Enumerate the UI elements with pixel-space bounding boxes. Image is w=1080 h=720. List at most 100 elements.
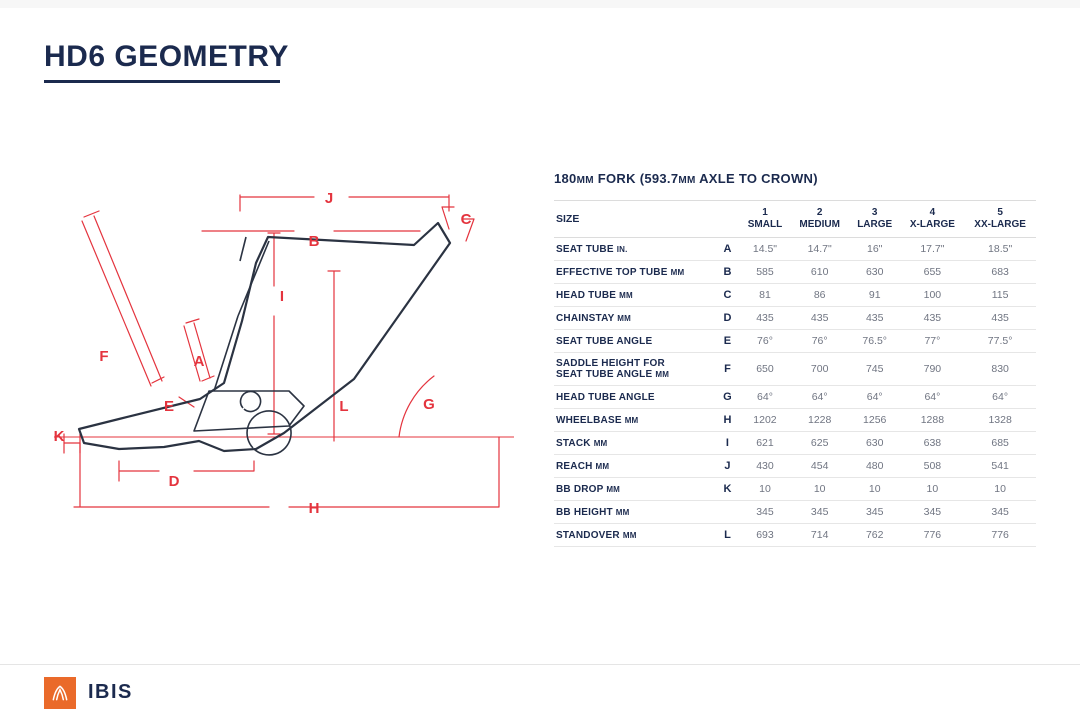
value-cell: 435	[901, 307, 965, 330]
value-cell: 1328	[964, 409, 1036, 432]
fork-mm-val: 180	[554, 171, 577, 186]
value-cell: 14.7"	[790, 238, 848, 261]
row-letter: A	[715, 238, 739, 261]
value-cell: 454	[790, 455, 848, 478]
value-cell: 64°	[849, 386, 901, 409]
value-cell: 625	[790, 432, 848, 455]
row-label: HEAD TUBE MM	[554, 284, 715, 307]
value-cell: 77°	[901, 330, 965, 353]
value-cell: 1228	[790, 409, 848, 432]
geometry-table-section: 180MM FORK (593.7MM AXLE TO CROWN) SIZE1…	[554, 171, 1036, 547]
svg-text:J: J	[325, 190, 333, 207]
value-cell: 762	[849, 524, 901, 547]
value-cell: 64°	[901, 386, 965, 409]
table-body: SEAT TUBE IN.A14.5"14.7"16"17.7"18.5"EFF…	[554, 238, 1036, 547]
svg-text:F: F	[99, 348, 108, 365]
table-row: HEAD TUBE ANGLEG64°64°64°64°64°	[554, 386, 1036, 409]
row-letter: L	[715, 524, 739, 547]
table-row: SADDLE HEIGHT FORSEAT TUBE ANGLE MMF6507…	[554, 353, 1036, 386]
row-letter: J	[715, 455, 739, 478]
value-cell: 18.5"	[964, 238, 1036, 261]
size-col-2: 3LARGE	[849, 201, 901, 238]
value-cell: 64°	[739, 386, 790, 409]
value-cell: 790	[901, 353, 965, 386]
svg-text:D: D	[169, 473, 180, 490]
row-letter	[715, 501, 739, 524]
value-cell: 345	[739, 501, 790, 524]
size-header-cell: SIZE	[554, 201, 739, 238]
row-letter: C	[715, 284, 739, 307]
svg-text:C: C	[461, 211, 472, 228]
row-letter: D	[715, 307, 739, 330]
value-cell: 64°	[964, 386, 1036, 409]
brand-logo-icon	[44, 677, 76, 709]
svg-text:H: H	[309, 500, 320, 517]
value-cell: 435	[739, 307, 790, 330]
value-cell: 16"	[849, 238, 901, 261]
value-cell: 585	[739, 261, 790, 284]
value-cell: 638	[901, 432, 965, 455]
value-cell: 435	[849, 307, 901, 330]
value-cell: 430	[739, 455, 790, 478]
footer: IBIS	[0, 664, 1080, 720]
table-row: WHEELBASE MMH12021228125612881328	[554, 409, 1036, 432]
svg-text:G: G	[423, 396, 435, 413]
row-label: HEAD TUBE ANGLE	[554, 386, 715, 409]
value-cell: 10	[964, 478, 1036, 501]
value-cell: 345	[901, 501, 965, 524]
value-cell: 10	[849, 478, 901, 501]
value-cell: 345	[964, 501, 1036, 524]
row-letter: G	[715, 386, 739, 409]
table-head: SIZE1SMALL2MEDIUM3LARGE4X-LARGE5XX-LARGE	[554, 201, 1036, 238]
value-cell: 64°	[790, 386, 848, 409]
size-col-0: 1SMALL	[739, 201, 790, 238]
value-cell: 621	[739, 432, 790, 455]
table-row: BB DROP MMK1010101010	[554, 478, 1036, 501]
fork-mm-unit: MM	[577, 175, 594, 186]
table-row: SEAT TUBE ANGLEE76°76°76.5°77°77.5°	[554, 330, 1036, 353]
top-strip	[0, 0, 1080, 8]
table-row: EFFECTIVE TOP TUBE MMB585610630655683	[554, 261, 1036, 284]
table-row: SEAT TUBE IN.A14.5"14.7"16"17.7"18.5"	[554, 238, 1036, 261]
svg-text:E: E	[164, 398, 174, 415]
table-row: BB HEIGHT MM345345345345345	[554, 501, 1036, 524]
table-row: CHAINSTAY MMD435435435435435	[554, 307, 1036, 330]
content-container: HD6 GEOMETRY ABCDEFGHIJKL 180MM FORK (59…	[0, 8, 1080, 547]
table-row: REACH MMJ430454480508541	[554, 455, 1036, 478]
title-text: HD6 GEOMETRY	[44, 40, 289, 84]
geometry-table: SIZE1SMALL2MEDIUM3LARGE4X-LARGE5XX-LARGE…	[554, 200, 1036, 547]
value-cell: 683	[964, 261, 1036, 284]
value-cell: 830	[964, 353, 1036, 386]
row-letter: H	[715, 409, 739, 432]
value-cell: 86	[790, 284, 848, 307]
value-cell: 693	[739, 524, 790, 547]
value-cell: 685	[964, 432, 1036, 455]
row-letter: E	[715, 330, 739, 353]
value-cell: 10	[790, 478, 848, 501]
main-row: ABCDEFGHIJKL 180MM FORK (593.7MM AXLE TO…	[44, 171, 1036, 547]
value-cell: 76°	[790, 330, 848, 353]
value-cell: 435	[964, 307, 1036, 330]
value-cell: 508	[901, 455, 965, 478]
value-cell: 610	[790, 261, 848, 284]
row-label: BB DROP MM	[554, 478, 715, 501]
table-row: HEAD TUBE MMC818691100115	[554, 284, 1036, 307]
fork-mm-unit2: MM	[678, 175, 695, 186]
value-cell: 541	[964, 455, 1036, 478]
svg-text:I: I	[280, 288, 284, 305]
value-cell: 115	[964, 284, 1036, 307]
row-label: CHAINSTAY MM	[554, 307, 715, 330]
value-cell: 630	[849, 261, 901, 284]
value-cell: 100	[901, 284, 965, 307]
row-label: STANDOVER MM	[554, 524, 715, 547]
diagram-svg: ABCDEFGHIJKL	[44, 171, 524, 531]
value-cell: 10	[901, 478, 965, 501]
svg-text:L: L	[339, 398, 348, 415]
row-letter: F	[715, 353, 739, 386]
row-label: SADDLE HEIGHT FORSEAT TUBE ANGLE MM	[554, 353, 715, 386]
geometry-diagram: ABCDEFGHIJKL	[44, 171, 524, 531]
fork-spec-title: 180MM FORK (593.7MM AXLE TO CROWN)	[554, 171, 1036, 186]
value-cell: 91	[849, 284, 901, 307]
value-cell: 1256	[849, 409, 901, 432]
row-letter: B	[715, 261, 739, 284]
